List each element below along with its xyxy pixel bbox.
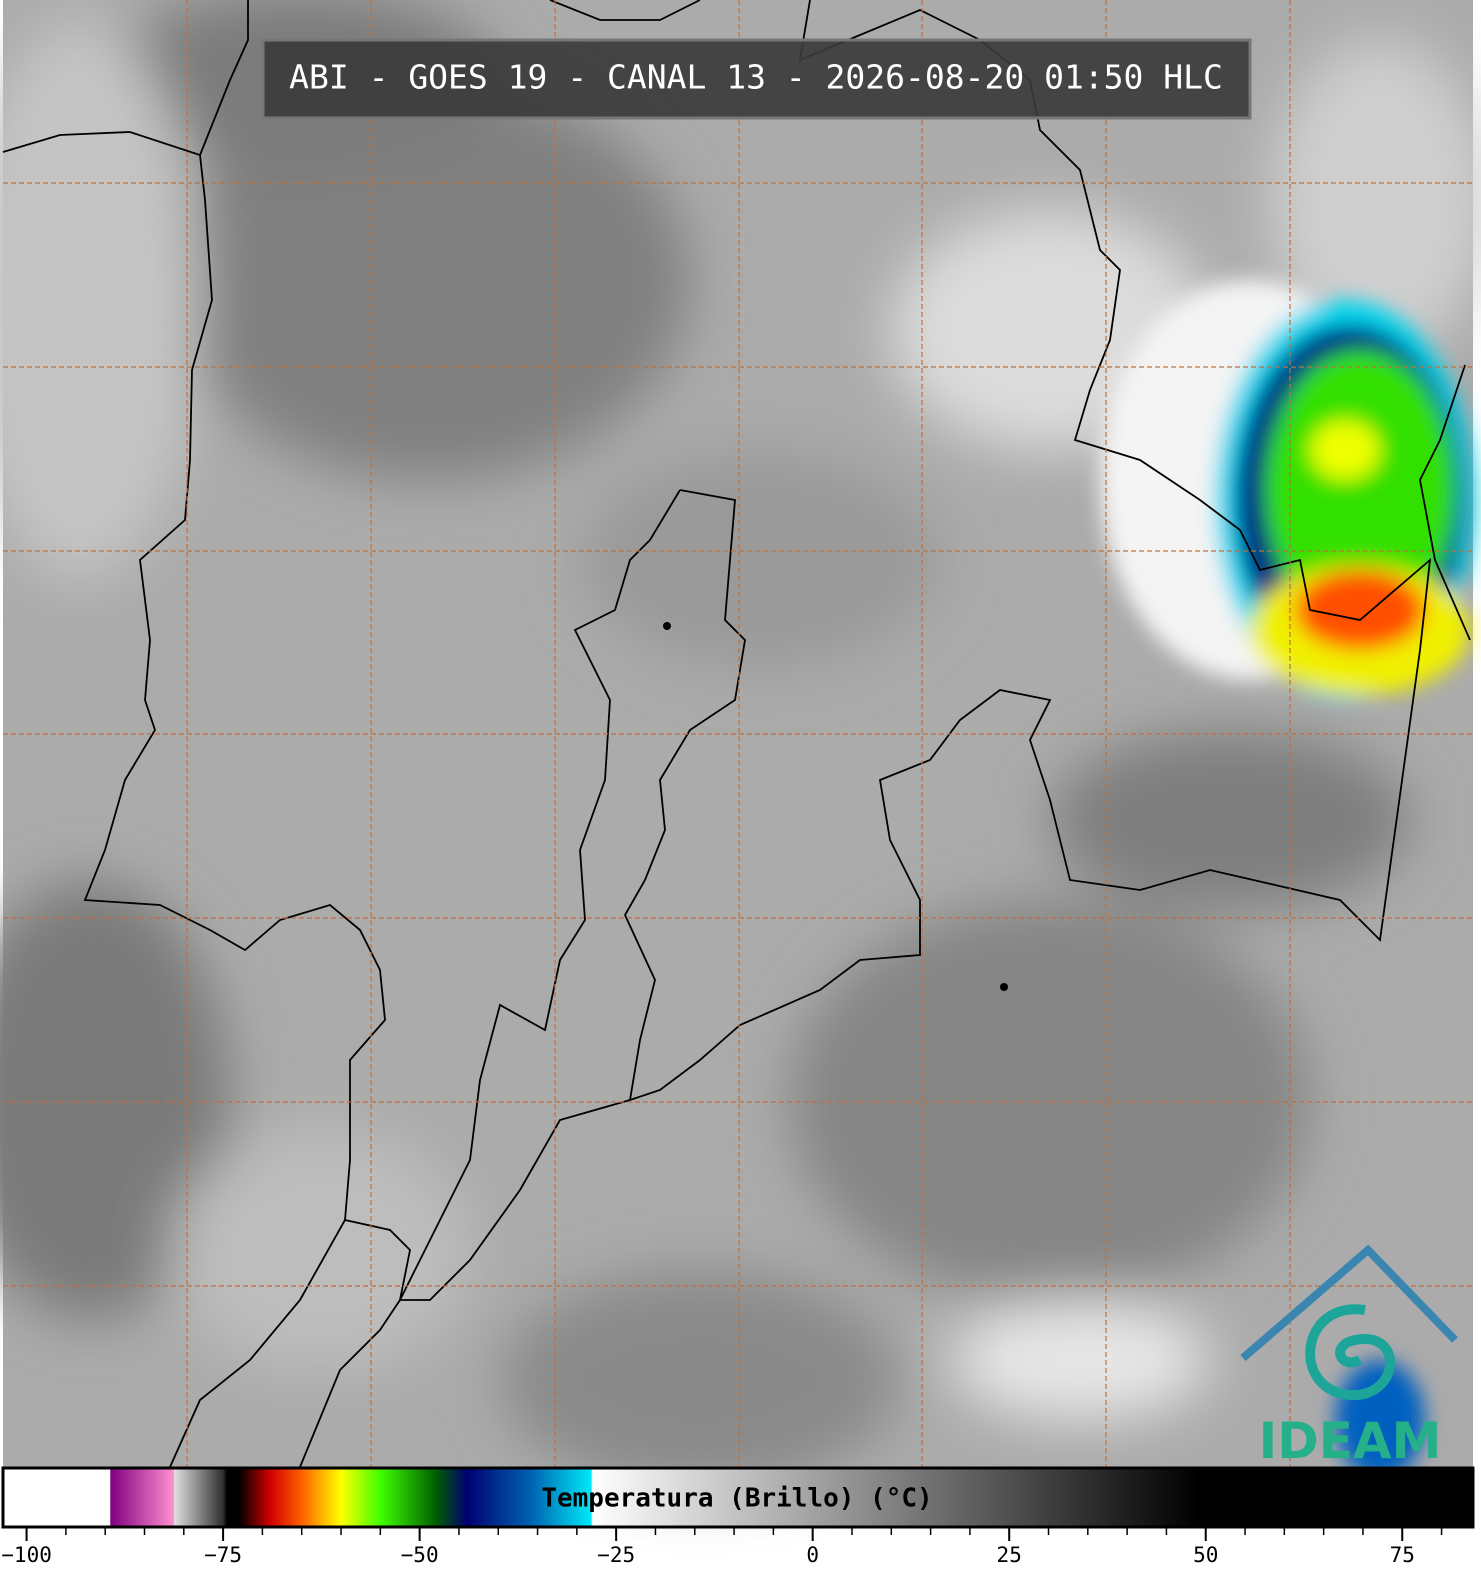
colorbar: Temperatura (Brillo) (°C) −100 −75 −50 −25 0… <box>1 1466 1475 1567</box>
colorbar-tick-label: 75 <box>1390 1543 1415 1567</box>
logo-text: IDEAM <box>1259 1412 1442 1470</box>
title-box: ABI - GOES 19 - CANAL 13 - 2026-08-20 01… <box>261 38 1252 120</box>
colorbar-tick-label: 25 <box>997 1543 1022 1567</box>
colorbar-tick-label: −75 <box>204 1543 242 1567</box>
colorbar-label: Temperatura (Brillo) (°C) <box>541 1484 932 1514</box>
title: ABI - GOES 19 - CANAL 13 - 2026-08-20 01… <box>289 58 1223 97</box>
city-marker <box>663 622 671 630</box>
colorbar-tick-label: 50 <box>1193 1543 1218 1567</box>
colorbar-tick-label: −50 <box>401 1543 439 1567</box>
city-marker <box>1000 983 1008 991</box>
borders <box>2 0 1471 1468</box>
graticule <box>3 0 1473 1467</box>
colorbar-tick-label: 0 <box>806 1543 819 1567</box>
colorbar-ramp <box>1 1466 1475 1529</box>
imagery <box>0 0 1481 1490</box>
colorbar-tick-label: −25 <box>597 1543 635 1567</box>
colorbar-tick-label: −100 <box>1 1543 52 1567</box>
logo: IDEAM <box>1240 1244 1458 1470</box>
